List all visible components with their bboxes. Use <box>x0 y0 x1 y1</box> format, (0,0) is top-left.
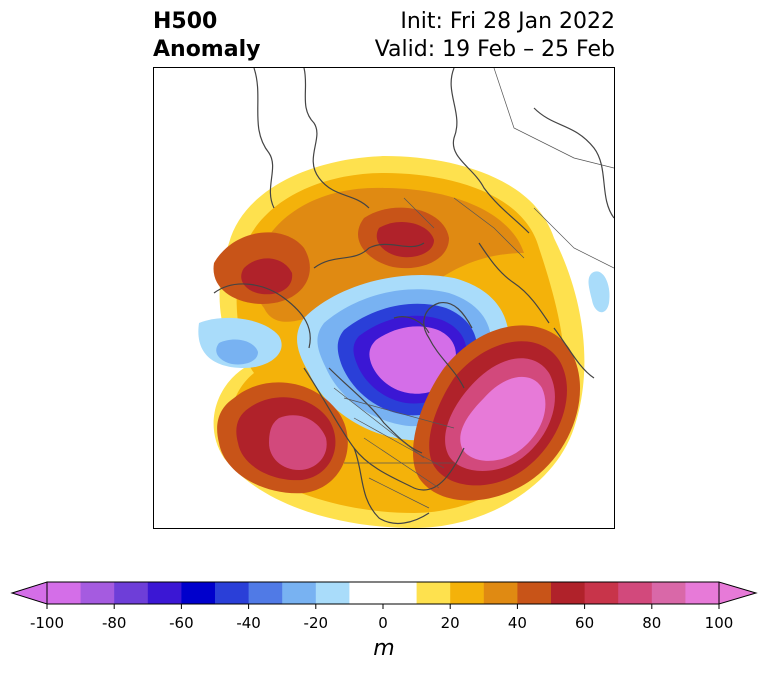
colorbar-tick-label: -40 <box>236 614 261 632</box>
colorbar-segment <box>282 582 317 604</box>
colorbar-over-arrow <box>718 581 758 605</box>
init-date: Init: Fri 28 Jan 2022 <box>400 9 615 34</box>
colorbar-tick-label: -20 <box>303 614 329 632</box>
map-title: H500 Anomaly <box>153 8 260 64</box>
colorbar-segment <box>349 582 384 604</box>
colorbar-segment <box>450 582 485 604</box>
colorbar-segment <box>618 582 653 604</box>
colorbar-tick-label: 40 <box>507 614 527 632</box>
colorbar-tick-label: -80 <box>101 614 127 632</box>
forecast-dates: Init: Fri 28 Jan 2022 Valid: 19 Feb – 25… <box>375 8 615 64</box>
colorbar-tick-label: 20 <box>440 614 460 632</box>
colorbar-segment <box>248 582 283 604</box>
colorbar-segment <box>147 582 182 604</box>
colorbar-tick-label: 60 <box>575 614 595 632</box>
anomaly-map <box>153 67 615 529</box>
colorbar-tick-label: 100 <box>704 614 734 632</box>
colorbar-segment <box>483 582 518 604</box>
colorbar-unit: m <box>373 636 395 661</box>
political-borders <box>333 68 614 509</box>
colorbar-segment <box>651 582 686 604</box>
colorbar-segment <box>584 582 619 604</box>
map-canvas <box>198 68 614 528</box>
colorbar <box>10 581 758 609</box>
colorbar-tick-label: -60 <box>169 614 194 632</box>
colorbar-segment <box>80 582 115 604</box>
colorbar-segment <box>517 582 552 604</box>
title-line-1: H500 <box>153 9 218 34</box>
colorbar-tick-label: 80 <box>642 614 662 632</box>
valid-date: Valid: 19 Feb – 25 Feb <box>374 37 615 62</box>
title-line-2: Anomaly <box>153 37 261 62</box>
colorbar-segment <box>47 582 82 604</box>
colorbar-under-arrow <box>10 581 48 605</box>
colorbar-segment <box>215 582 250 604</box>
colorbar-tick-label: 0 <box>378 614 388 632</box>
colorbar-segment <box>383 582 418 604</box>
colorbar-segment <box>416 582 451 604</box>
colorbar-segment <box>315 582 350 604</box>
colorbar-segment <box>114 582 149 604</box>
colorbar-tick-label: -100 <box>29 614 65 632</box>
colorbar-segment <box>551 582 586 604</box>
colorbar-segment <box>181 582 216 604</box>
coastlines <box>213 68 614 525</box>
colorbar-segment <box>685 582 720 604</box>
